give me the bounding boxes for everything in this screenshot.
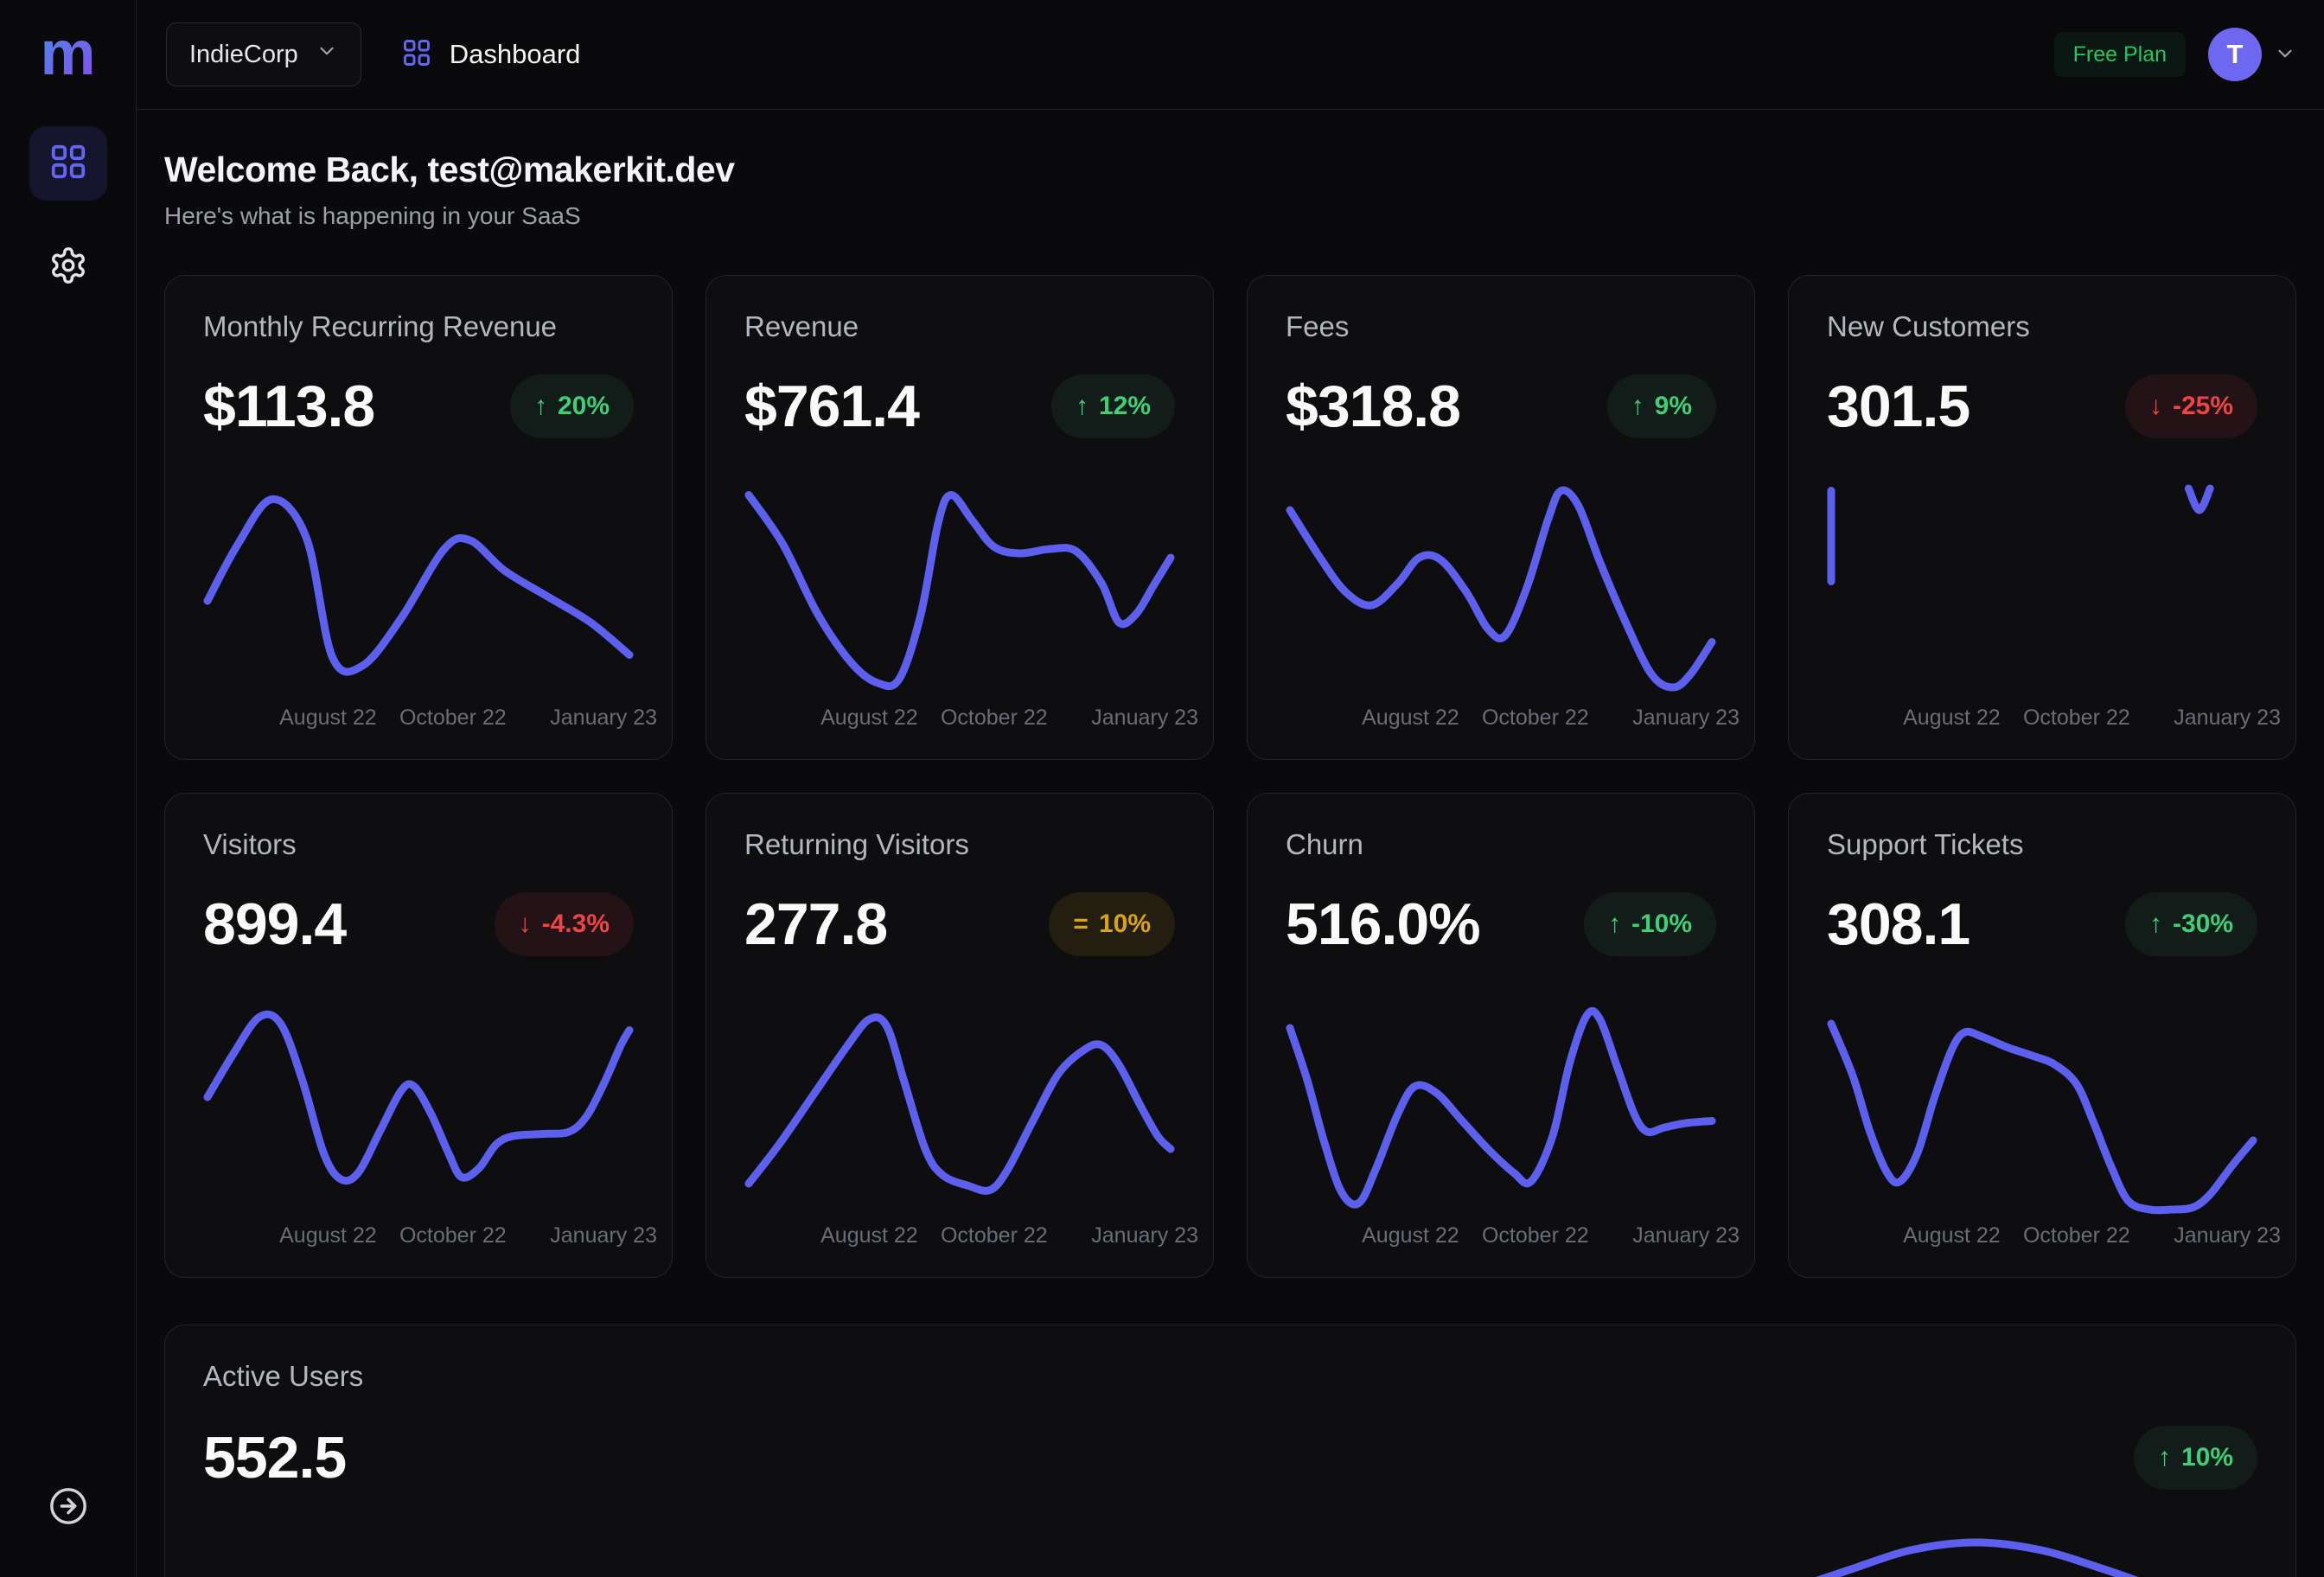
arrow-up-icon: ↑ [1607,910,1621,938]
metric-card: Churn 516.0% ↑ -10% August 22 October 22 J… [1247,793,1755,1278]
card-value: 277.8 [744,891,888,957]
grid-icon [401,37,432,73]
trend-badge: ↑ 12% [1050,374,1175,438]
card-title: Active Users [203,1360,364,1392]
card-value: 552.5 [203,1425,347,1491]
metric-cards-grid: Monthly Recurring Revenue $113.8 ↑ 20% A… [164,275,2296,1278]
x-axis-labels: August 22 October 22 January 23 [820,1223,1198,1248]
card-title: Fees [1286,310,1350,342]
card-title: Monthly Recurring Revenue [203,310,558,342]
chevron-down-icon [2274,42,2296,67]
metric-card: Revenue $761.4 ↑ 12% August 22 October 22… [706,275,1214,760]
sparkline-chart: August 22 October 22 January 23 [1286,1002,1740,1256]
trend-label: -25% [2172,392,2233,420]
active-users-chart [165,1538,2295,1577]
metric-card: New Customers 301.5 ↓ -25% August 22 Octo… [1788,275,2296,760]
metric-card: Returning Visitors 277.8 = 10% August 22… [706,793,1214,1278]
card-value: 308.1 [1827,891,1970,957]
topbar: IndieCorp Dashboard Free Plan T [137,0,2324,110]
card-title: Returning Visitors [744,828,969,860]
x-axis-labels: August 22 October 22 January 23 [820,706,1198,730]
trend-badge: ↑ -30% [2124,892,2257,956]
trend-label: -10% [1631,910,1692,938]
metric-card: Monthly Recurring Revenue $113.8 ↑ 20% A… [164,275,673,760]
sparkline-chart: August 22 October 22 January 23 [203,484,657,738]
trend-badge: ↓ -25% [2124,374,2257,438]
gear-icon [48,246,88,290]
brand-logo: m [40,19,96,88]
trend-label: 10% [1098,910,1151,938]
metric-card: Support Tickets 308.1 ↑ -30% August 22 Oc… [1788,793,2296,1278]
trend-label: 10% [2180,1443,2233,1472]
trend-badge: ↑ 20% [509,374,634,438]
org-switcher-button[interactable]: IndieCorp [166,22,361,86]
x-axis-labels: August 22 October 22 January 23 [279,706,657,730]
sparkline-chart: August 22 October 22 January 23 [1827,484,2281,738]
plan-badge: Free Plan [2053,32,2186,77]
x-axis-labels: August 22 October 22 January 23 [1903,706,2281,730]
card-value: 516.0% [1286,891,1481,957]
sparkline-chart: August 22 October 22 January 23 [203,1002,657,1256]
grid-icon [48,142,88,186]
sparkline-chart: August 22 October 22 January 23 [1827,1002,2281,1256]
card-value: $318.8 [1286,374,1461,439]
card-title: Visitors [203,828,297,860]
card-title: Churn [1286,828,1363,860]
arrow-up-icon: ↑ [2148,910,2162,938]
card-value: $113.8 [203,374,375,439]
page-title: Dashboard [449,39,581,69]
card-value: 899.4 [203,891,347,957]
card-value: 301.5 [1827,374,1970,439]
metric-card: Visitors 899.4 ↓ -4.3% August 22 October … [164,793,673,1278]
sparkline-chart: August 22 October 22 January 23 [744,1002,1198,1256]
trend-label: 20% [557,392,610,420]
trend-badge: ↑ 9% [1606,374,1716,438]
trend-badge: ↑ 10% [2133,1426,2257,1490]
chevron-down-icon [316,40,338,69]
trend-label: -30% [2172,910,2233,938]
x-axis-labels: August 22 October 22 January 23 [1903,1223,2281,1248]
metric-card: Fees $318.8 ↑ 9% August 22 October 22 Janu… [1247,275,1755,760]
arrow-up-icon: ↑ [1075,392,1089,420]
card-value: $761.4 [744,374,920,439]
sparkline-chart: August 22 October 22 January 23 [1286,484,1740,738]
trend-label: 9% [1654,392,1692,420]
x-axis-labels: August 22 October 22 January 23 [279,1223,657,1248]
welcome-heading: Welcome Back, test@makerkit.dev [164,150,735,189]
arrow-right-circle-icon [48,1486,88,1529]
trend-label: -4.3% [541,910,610,938]
sidebar-item-settings[interactable] [29,230,107,304]
breadcrumb: Dashboard [401,37,581,73]
card-title: New Customers [1827,310,2030,342]
active-users-card: Active Users 552.5 ↑ 10% [164,1325,2296,1577]
equals-icon: = [1073,910,1089,938]
card-title: Support Tickets [1827,828,2024,860]
welcome-subheading: Here's what is happening in your SaaS [164,202,581,229]
trend-badge: = 10% [1049,892,1175,956]
sidebar-item-dashboard[interactable] [29,126,107,201]
sidebar: m [0,0,137,1577]
arrow-up-icon: ↑ [2157,1443,2171,1472]
x-axis-labels: August 22 October 22 January 23 [1362,1223,1740,1248]
x-axis-labels: August 22 October 22 January 23 [1362,706,1740,730]
arrow-down-icon: ↓ [518,910,532,938]
collapse-sidebar-button[interactable] [48,1486,88,1529]
org-name: IndieCorp [189,40,298,68]
arrow-down-icon: ↓ [2148,392,2162,420]
sidebar-nav [29,126,107,304]
card-title: Revenue [744,310,859,342]
arrow-up-icon: ↑ [1631,392,1644,420]
sparkline-chart: August 22 October 22 January 23 [744,484,1198,738]
trend-badge: ↑ -10% [1583,892,1716,956]
trend-label: 12% [1098,392,1151,420]
avatar: T [2208,28,2262,81]
account-menu-button[interactable]: T [2208,28,2296,81]
arrow-up-icon: ↑ [533,392,547,420]
main-content: Welcome Back, test@makerkit.dev Here's w… [137,110,2324,1577]
trend-badge: ↓ -4.3% [494,892,634,956]
